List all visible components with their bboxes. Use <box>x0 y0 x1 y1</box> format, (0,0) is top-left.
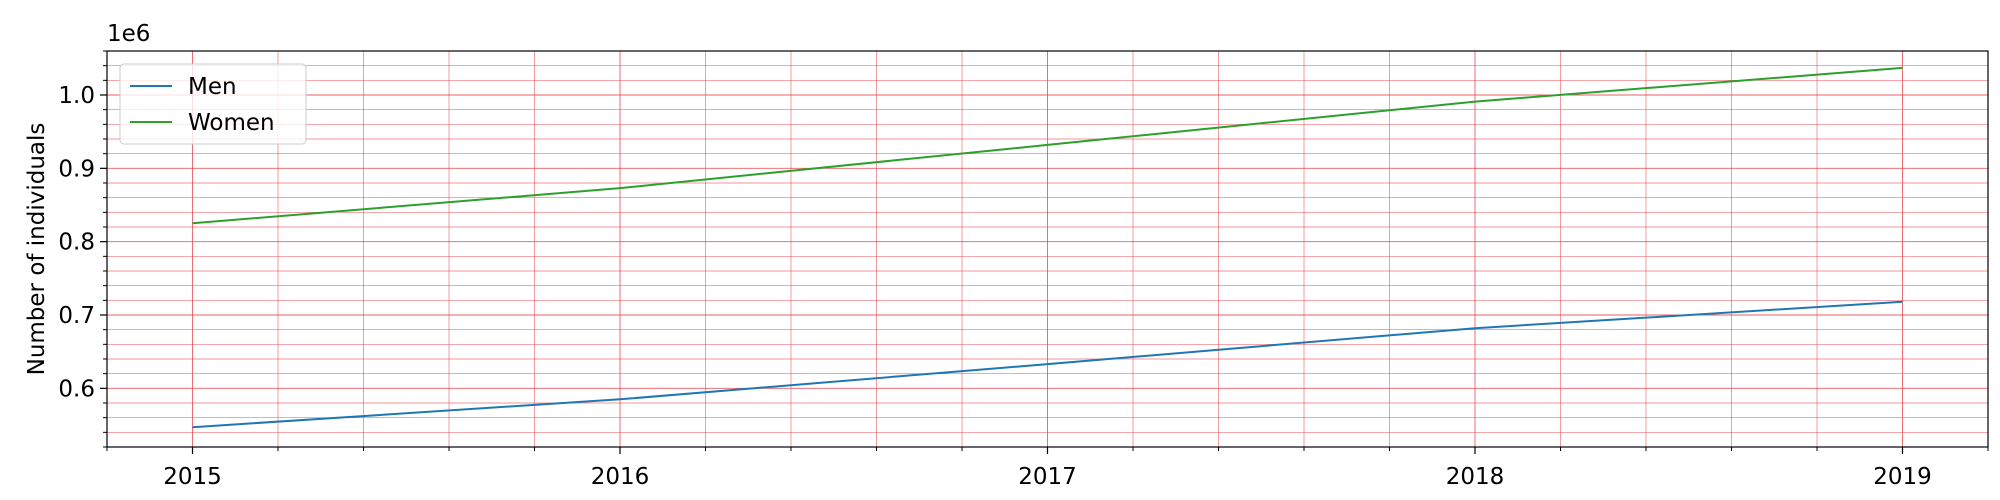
series-line-men <box>192 300 1903 429</box>
y-tick-label: 1.0 <box>58 83 95 109</box>
x-axis: 2015 2016 2017 2018 2019 <box>106 447 1989 490</box>
x-tick-label: 2018 <box>1446 464 1505 490</box>
legend-box <box>119 63 307 145</box>
series-line-women <box>192 66 1903 225</box>
y-tick-label: 0.9 <box>58 156 95 182</box>
x-tick-label: 2017 <box>1018 464 1077 490</box>
x-tick-label: 2015 <box>163 464 222 490</box>
y-offset-label: 1e6 <box>107 21 150 47</box>
legend: Men Women <box>119 63 307 145</box>
x-tick-label: 2016 <box>591 464 650 490</box>
legend-label-women: Women <box>188 110 275 136</box>
series-lines <box>192 66 1903 429</box>
y-tick-label: 0.8 <box>58 230 95 256</box>
x-tick-label: 2019 <box>1873 464 1932 490</box>
y-axis-label: Number of individuals <box>24 123 50 376</box>
y-tick-label: 0.7 <box>58 303 95 329</box>
legend-label-men: Men <box>188 74 237 100</box>
y-axis: 0.6 0.7 0.8 0.9 1.0 <box>58 50 107 448</box>
y-tick-label: 0.6 <box>58 376 95 402</box>
grid-lines <box>106 50 1989 448</box>
